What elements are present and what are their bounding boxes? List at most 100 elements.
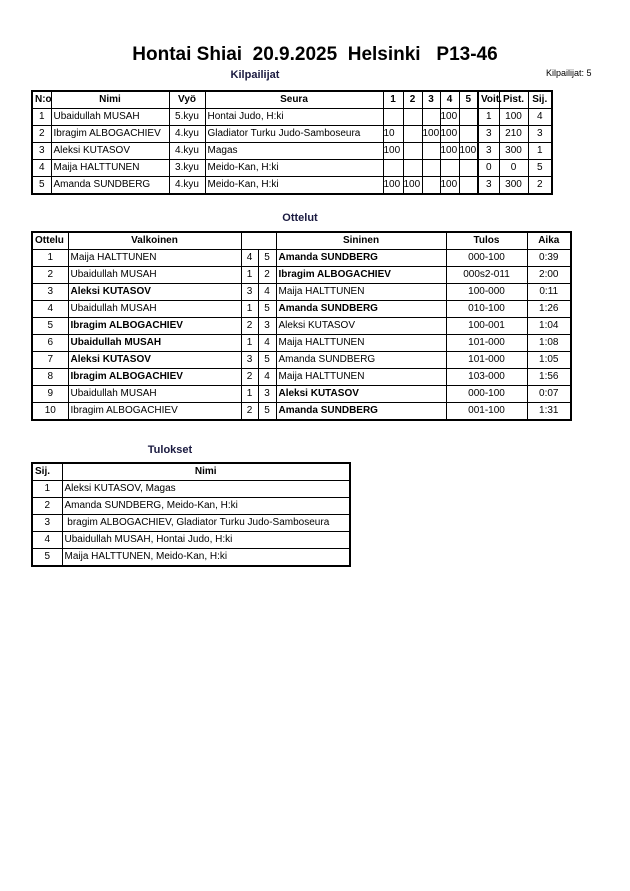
match-bn: 5 — [257, 351, 277, 369]
table-cell: 4 — [31, 159, 52, 177]
match-blue: Maija HALTTUNEN — [275, 334, 447, 352]
result-name: Aleksi KUTASOV, Magas — [61, 480, 351, 498]
table-cell — [421, 176, 441, 195]
match-result: 101-000 — [445, 351, 528, 369]
match-white: Ibragim ALBOGACHIEV — [67, 402, 242, 421]
matches-heading: Ottelut — [282, 212, 318, 224]
column-header: 2 — [402, 90, 423, 109]
table-cell: Ibragim ALBOGACHIEV — [50, 125, 170, 143]
column-header: Sij. — [527, 90, 553, 109]
table-cell — [458, 176, 479, 195]
table-cell: 10 — [382, 125, 404, 143]
match-no: 9 — [31, 385, 69, 403]
competitor-count: Kilpailijat: 5 — [546, 68, 592, 78]
match-white: Ubaidullah MUSAH — [67, 300, 242, 318]
match-white: Aleksi KUTASOV — [67, 351, 242, 369]
column-header: Vyö — [168, 90, 206, 109]
result-name: Maija HALTTUNEN, Meido-Kan, H:ki — [61, 548, 351, 567]
match-wn: 1 — [240, 266, 259, 284]
column-header: Voit. — [477, 90, 502, 109]
match-blue: Amanda SUNDBERG — [275, 300, 447, 318]
table-cell: 100 — [439, 142, 460, 160]
club-cell: Magas — [204, 142, 384, 160]
table-row: 1 Ubaidullah MUSAH 5.kyu Hontai Judo, H:ki 1… — [31, 108, 553, 126]
match-bn: 4 — [257, 368, 277, 386]
match-bn: 5 — [257, 402, 277, 421]
match-no: 10 — [31, 402, 69, 421]
match-no: 1 — [31, 249, 69, 267]
table-cell: 5.kyu — [168, 108, 206, 126]
match-wn: 1 — [240, 300, 259, 318]
match-result: 010-100 — [445, 300, 528, 318]
table-cell: 1 — [477, 108, 500, 126]
table-cell — [439, 159, 460, 177]
match-wn: 2 — [240, 402, 259, 421]
match-result: 000-100 — [445, 385, 528, 403]
table-cell — [458, 108, 479, 126]
column-header: Tulos — [445, 231, 528, 250]
match-time: 0:07 — [526, 385, 572, 403]
result-rank: 4 — [31, 531, 63, 549]
table-cell — [458, 125, 479, 143]
match-bn: 5 — [257, 249, 277, 267]
column-header — [241, 231, 258, 250]
match-wn: 3 — [240, 351, 259, 369]
match-blue: Aleksi KUTASOV — [275, 385, 447, 403]
column-header: 3 — [421, 90, 441, 109]
match-blue: Ibragim ALBOGACHIEV — [275, 266, 447, 284]
result-row: 2 Amanda SUNDBERG, Meido-Kan, H:ki — [31, 497, 351, 515]
match-bn: 4 — [257, 283, 277, 301]
match-time: 0:39 — [526, 249, 572, 267]
table-cell: 3 — [527, 125, 553, 143]
match-result: 103-000 — [445, 368, 528, 386]
matches-table: Ottelu Valkoinen Sininen Tulos Aika 1 Maija HA… — [31, 231, 572, 421]
match-time: 1:08 — [526, 334, 572, 352]
match-row: 1 Maija HALTTUNEN 4 5 Amanda SUNDBERG 000-100… — [31, 249, 572, 267]
result-rank: 2 — [31, 497, 63, 515]
result-rank: 5 — [31, 548, 63, 567]
match-bn: 4 — [257, 334, 277, 352]
match-row: 2 Ubaidullah MUSAH 1 2 Ibragim ALBOGACHIEV 00… — [31, 266, 572, 284]
table-cell — [402, 159, 423, 177]
match-row: 3 Aleksi KUTASOV 3 4 Maija HALTTUNEN 100-000 0… — [31, 283, 572, 301]
club-cell: Gladiator Turku Judo-Samboseura — [204, 125, 384, 143]
column-header: Nimi — [61, 462, 351, 481]
match-white: Ubaidullah MUSAH — [67, 385, 242, 403]
table-cell: 3 — [477, 125, 500, 143]
table-cell — [421, 159, 441, 177]
match-wn: 1 — [240, 385, 259, 403]
match-result: 101-000 — [445, 334, 528, 352]
table-cell: 100 — [421, 125, 441, 143]
table-cell: 100 — [439, 108, 460, 126]
table-cell: 5 — [31, 176, 52, 195]
result-rank: 3 — [31, 514, 63, 532]
table-row: 2 Ibragim ALBOGACHIEV 4.kyu Gladiator Turku… — [31, 125, 553, 143]
column-header: 5 — [458, 90, 479, 109]
table-cell: 300 — [498, 142, 529, 160]
table-row: 3 Aleksi KUTASOV 4.kyu Magas 100 100 100 3 300 1 — [31, 142, 553, 160]
table-cell: 3.kyu — [168, 159, 206, 177]
match-white: Ibragim ALBOGACHIEV — [67, 368, 242, 386]
table-cell: 100 — [439, 125, 460, 143]
match-white: Maija HALTTUNEN — [67, 249, 242, 267]
match-blue: Aleksi KUTASOV — [275, 317, 447, 335]
match-time: 1:56 — [526, 368, 572, 386]
club-cell: Meido-Kan, H:ki — [204, 176, 384, 195]
result-name: Ubaidullah MUSAH, Hontai Judo, H:ki — [61, 531, 351, 549]
table-cell: 3 — [477, 142, 500, 160]
match-no: 2 — [31, 266, 69, 284]
match-row: 5 Ibragim ALBOGACHIEV 2 3 Aleksi KUTASOV 100-… — [31, 317, 572, 335]
table-cell — [402, 142, 423, 160]
result-row: 1 Aleksi KUTASOV, Magas — [31, 480, 351, 498]
results-heading: Tulokset — [147, 444, 193, 456]
match-wn: 2 — [240, 317, 259, 335]
result-row: 4 Ubaidullah MUSAH, Hontai Judo, H:ki — [31, 531, 351, 549]
match-time: 1:05 — [526, 351, 572, 369]
match-no: 4 — [31, 300, 69, 318]
column-header: Seura — [204, 90, 384, 109]
column-header: Nimi — [50, 90, 170, 109]
match-no: 7 — [31, 351, 69, 369]
table-cell: 5 — [527, 159, 553, 177]
table-row: 5 Amanda SUNDBERG 4.kyu Meido-Kan, H:ki 100 1… — [31, 176, 553, 195]
table-cell — [421, 142, 441, 160]
